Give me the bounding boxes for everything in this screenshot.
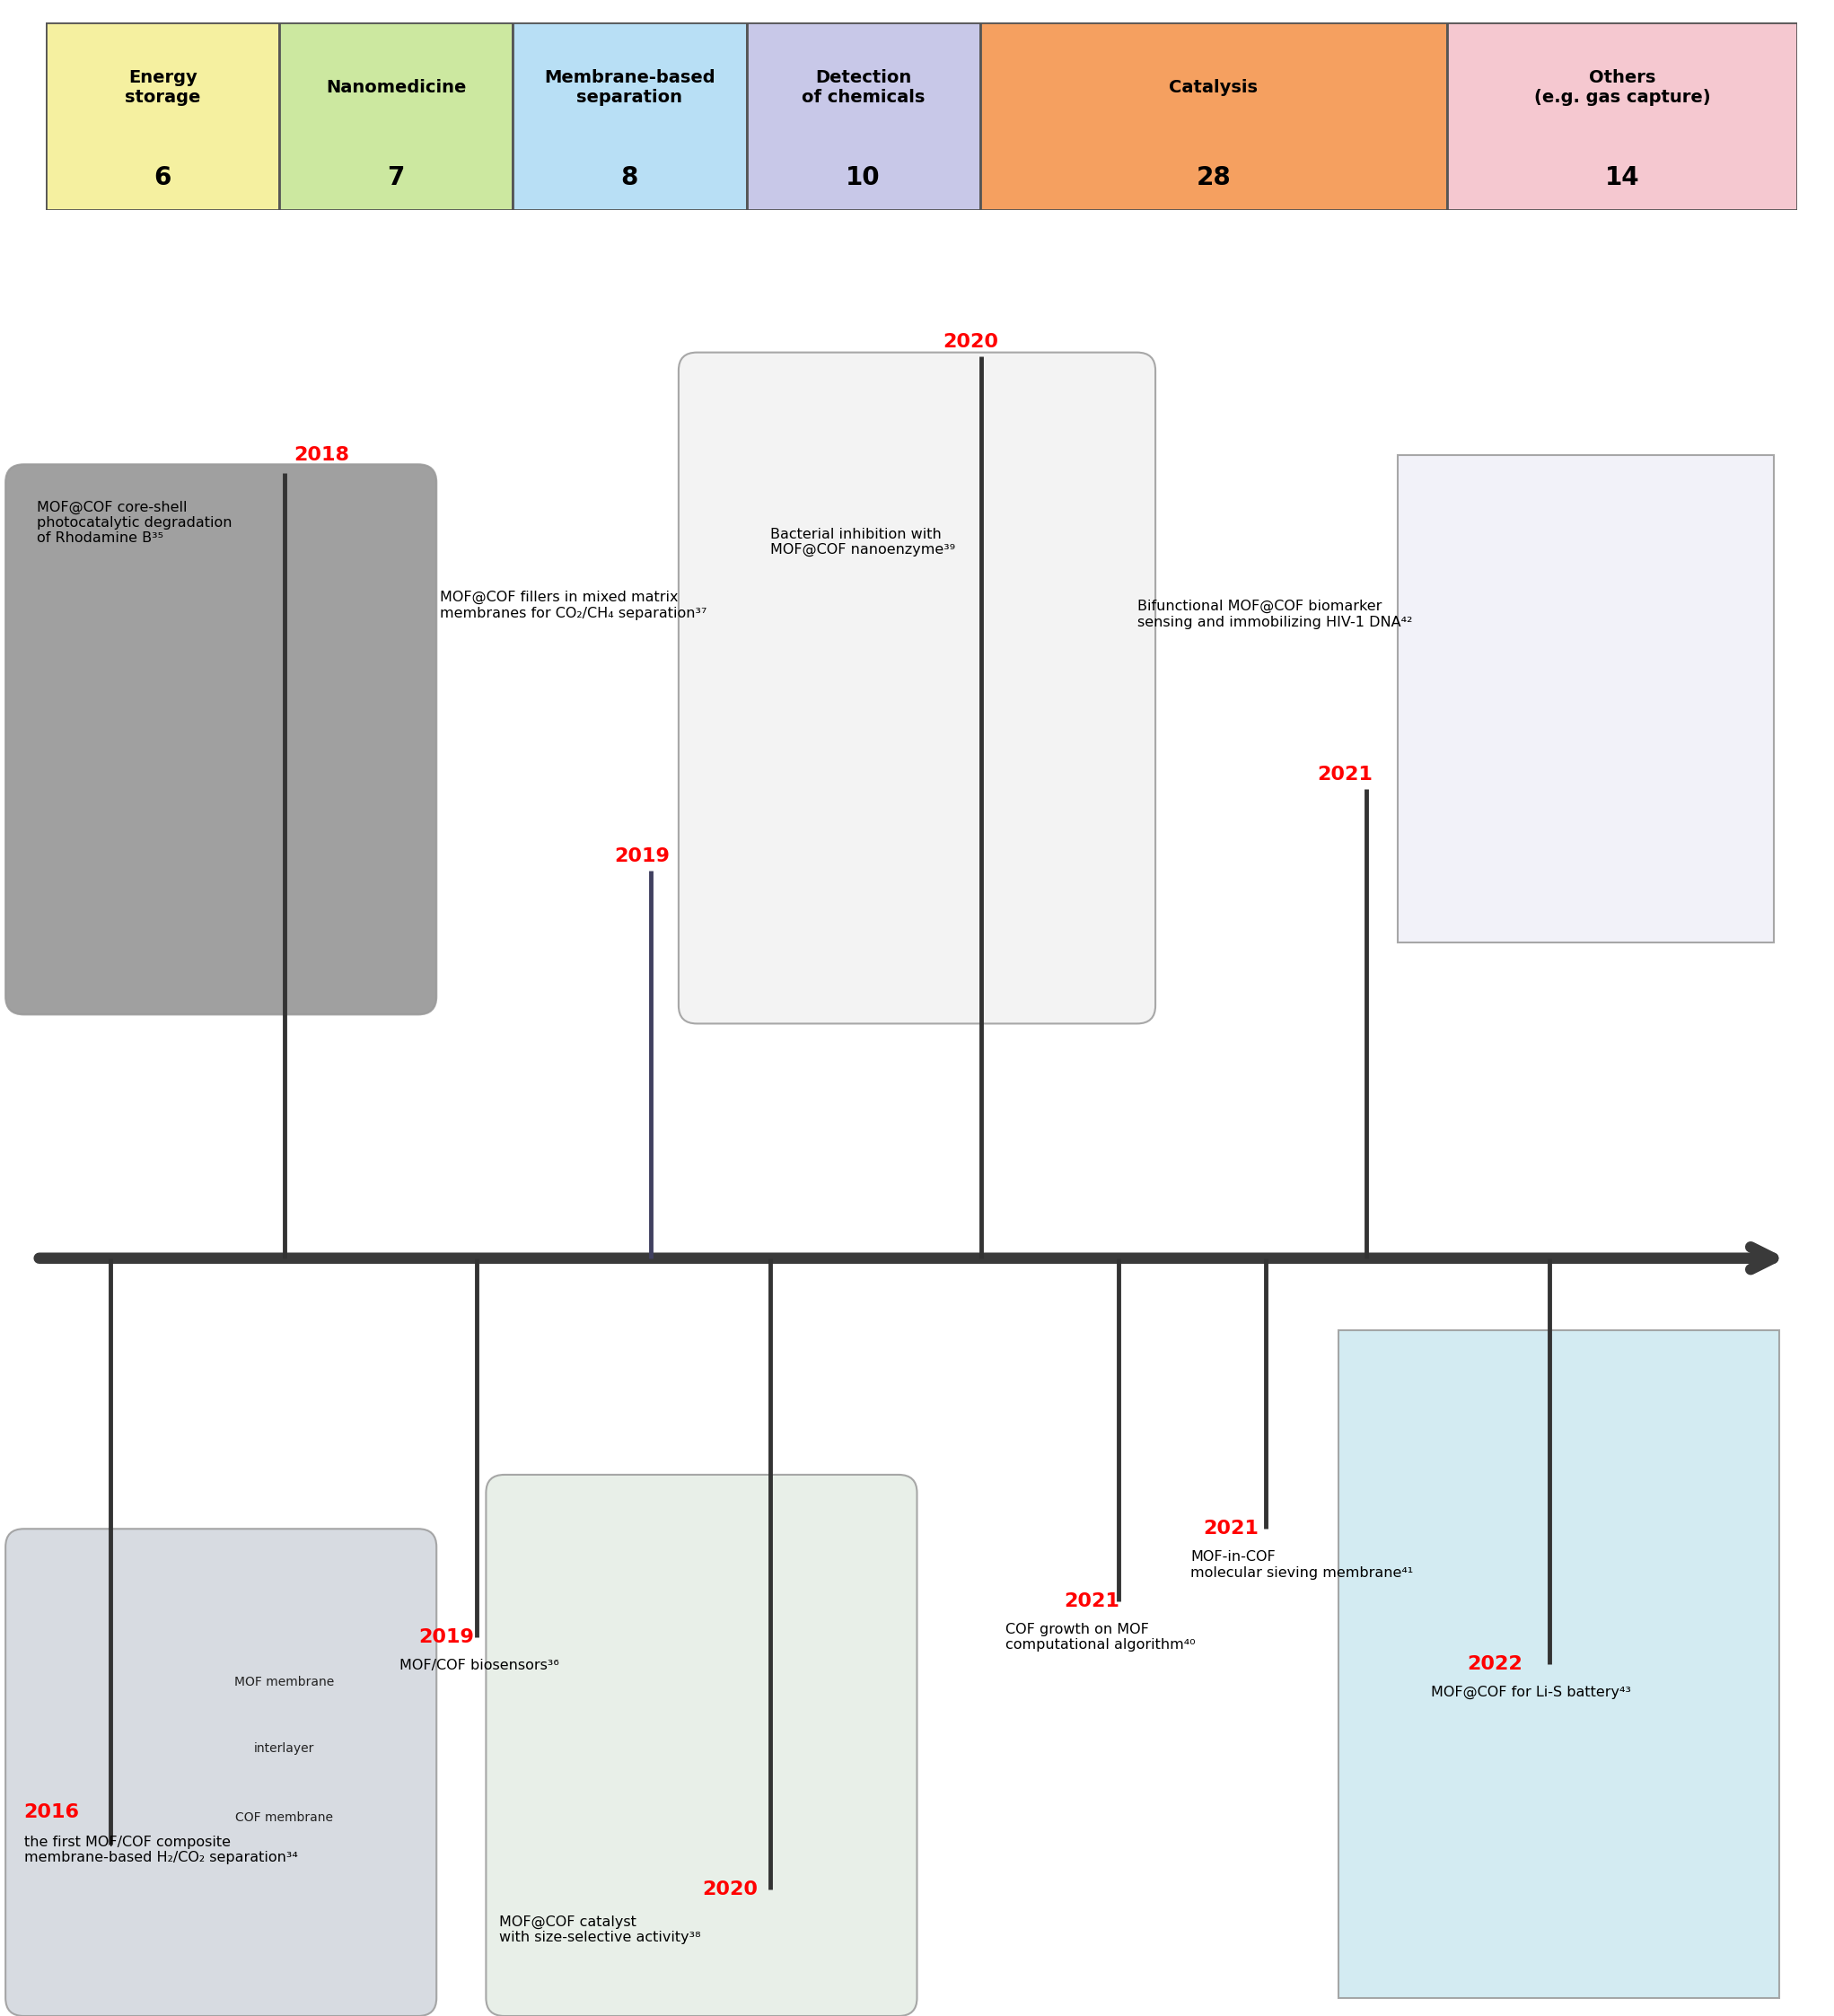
FancyBboxPatch shape bbox=[486, 1474, 917, 2016]
Text: Detection
of chemicals: Detection of chemicals bbox=[801, 69, 924, 107]
Text: 2021: 2021 bbox=[1203, 1520, 1258, 1538]
Text: Others
(e.g. gas capture): Others (e.g. gas capture) bbox=[1533, 69, 1711, 107]
Text: 2019: 2019 bbox=[418, 1629, 473, 1647]
FancyBboxPatch shape bbox=[6, 464, 436, 1014]
Bar bbox=[746, 22, 979, 210]
Text: MOF-in-COF
molecular sieving membrane⁴¹: MOF-in-COF molecular sieving membrane⁴¹ bbox=[1190, 1550, 1414, 1581]
Text: 2021: 2021 bbox=[1317, 766, 1372, 784]
Text: 6: 6 bbox=[154, 165, 171, 190]
Text: Membrane-based
separation: Membrane-based separation bbox=[545, 69, 715, 107]
Bar bbox=[1447, 22, 1797, 210]
Text: the first MOF/COF composite
membrane-based H₂/CO₂ separation³⁴: the first MOF/COF composite membrane-bas… bbox=[24, 1835, 297, 1865]
Text: MOF@COF fillers in mixed matrix
membranes for CO₂/CH₄ separation³⁷: MOF@COF fillers in mixed matrix membrane… bbox=[440, 591, 708, 619]
Text: 2019: 2019 bbox=[614, 847, 669, 865]
Text: 2022: 2022 bbox=[1467, 1655, 1522, 1673]
Text: 2020: 2020 bbox=[702, 1881, 757, 1899]
Text: Bacterial inhibition with
MOF@COF nanoenzyme³⁹: Bacterial inhibition with MOF@COF nanoen… bbox=[770, 528, 956, 556]
FancyBboxPatch shape bbox=[1398, 456, 1773, 941]
Text: 10: 10 bbox=[845, 165, 880, 190]
Text: MOF@COF for Li-S battery⁴³: MOF@COF for Li-S battery⁴³ bbox=[1431, 1685, 1630, 1699]
Text: MOF membrane: MOF membrane bbox=[235, 1675, 334, 1689]
Text: 7: 7 bbox=[387, 165, 405, 190]
Bar bbox=[514, 22, 746, 210]
Bar bbox=[46, 22, 279, 210]
Text: MOF@COF core-shell
photocatalytic degradation
of Rhodamine B³⁵: MOF@COF core-shell photocatalytic degrad… bbox=[37, 500, 231, 544]
Text: 28: 28 bbox=[1196, 165, 1231, 190]
Text: Catalysis: Catalysis bbox=[1168, 79, 1258, 97]
Text: Energy
storage: Energy storage bbox=[125, 69, 200, 107]
Bar bbox=[979, 22, 1447, 210]
Bar bbox=[279, 22, 514, 210]
FancyBboxPatch shape bbox=[1339, 1331, 1779, 1998]
Text: 2020: 2020 bbox=[943, 333, 998, 351]
Text: Nanomedicine: Nanomedicine bbox=[326, 79, 466, 97]
Text: COF growth on MOF
computational algorithm⁴⁰: COF growth on MOF computational algorith… bbox=[1005, 1623, 1196, 1651]
Text: 14: 14 bbox=[1605, 165, 1640, 190]
FancyBboxPatch shape bbox=[6, 1528, 436, 2016]
Text: MOF/COF biosensors³⁶: MOF/COF biosensors³⁶ bbox=[400, 1659, 559, 1671]
Text: Bifunctional MOF@COF biomarker
sensing and immobilizing HIV-1 DNA⁴²: Bifunctional MOF@COF biomarker sensing a… bbox=[1137, 599, 1412, 629]
Text: 8: 8 bbox=[622, 165, 638, 190]
Text: COF membrane: COF membrane bbox=[235, 1810, 334, 1824]
FancyBboxPatch shape bbox=[679, 353, 1155, 1024]
Text: 2021: 2021 bbox=[1064, 1593, 1119, 1611]
Text: MOF@COF catalyst
with size-selective activity³⁸: MOF@COF catalyst with size-selective act… bbox=[499, 1915, 701, 1943]
Text: interlayer: interlayer bbox=[255, 1742, 314, 1756]
Text: 2016: 2016 bbox=[24, 1802, 79, 1820]
Text: 2018: 2018 bbox=[293, 446, 348, 464]
